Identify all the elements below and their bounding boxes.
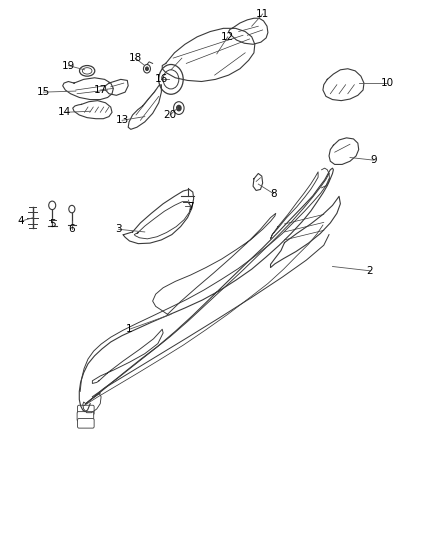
FancyBboxPatch shape xyxy=(78,418,94,428)
Text: 4: 4 xyxy=(17,216,24,227)
FancyBboxPatch shape xyxy=(78,405,94,415)
Circle shape xyxy=(177,106,181,111)
Circle shape xyxy=(146,67,148,70)
Text: 3: 3 xyxy=(115,224,122,235)
Text: 14: 14 xyxy=(57,107,71,117)
Text: 19: 19 xyxy=(62,61,75,70)
Text: 16: 16 xyxy=(155,75,168,84)
FancyBboxPatch shape xyxy=(77,411,94,421)
Text: 7: 7 xyxy=(187,202,194,212)
Text: 10: 10 xyxy=(381,78,394,88)
Text: 18: 18 xyxy=(128,53,142,63)
Text: 11: 11 xyxy=(256,9,269,19)
Text: 15: 15 xyxy=(37,87,50,97)
Text: 6: 6 xyxy=(69,224,75,235)
Text: 8: 8 xyxy=(270,189,277,199)
Text: 12: 12 xyxy=(221,32,234,42)
Text: 1: 1 xyxy=(126,324,133,334)
Text: 17: 17 xyxy=(94,85,107,95)
Text: 5: 5 xyxy=(49,219,56,229)
Text: 13: 13 xyxy=(116,115,129,125)
Text: 2: 2 xyxy=(366,266,373,276)
Text: 9: 9 xyxy=(371,155,377,165)
Text: 20: 20 xyxy=(163,110,177,120)
